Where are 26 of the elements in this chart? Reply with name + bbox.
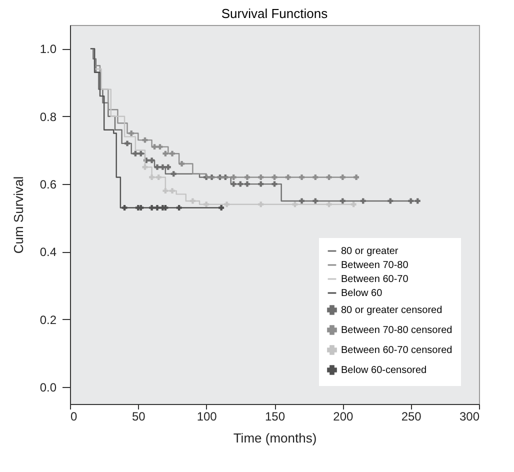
legend-label: Between 60-70 censored <box>341 345 452 356</box>
y-tick-label: 0.2 <box>40 312 57 327</box>
y-axis-title: Cum Survival <box>10 176 26 254</box>
x-tick-label: 200 <box>333 410 354 424</box>
y-tick-label: 1.0 <box>40 42 57 56</box>
point <box>165 164 171 170</box>
x-tick-label: 50 <box>132 410 146 424</box>
legend-label: 80 or greater <box>341 246 399 257</box>
x-tick-label: 100 <box>196 410 218 424</box>
legend-label: Below 60 <box>341 288 383 299</box>
x-axis-title: Time (months) <box>233 430 317 446</box>
y-tick-label: 0.4 <box>40 245 57 260</box>
x-tick-label: 0 <box>70 410 78 424</box>
chart-title: Survival Functions <box>221 6 328 21</box>
x-tick-label: 250 <box>401 410 422 424</box>
y-tick-label: 0.0 <box>40 380 57 395</box>
x-tick-label: 150 <box>264 410 286 424</box>
y-tick-label: 0.8 <box>40 110 57 124</box>
legend-label: Between 70-80 <box>341 260 409 271</box>
legend-label: Between 70-80 censored <box>341 325 452 336</box>
x-tick-label: 300 <box>459 410 480 424</box>
legend-label: Below 60-censored <box>341 365 427 376</box>
point <box>162 150 168 156</box>
legend-label: 80 or greater censored <box>341 305 442 316</box>
legend-label: Between 60-70 <box>341 274 409 285</box>
y-tick-label: 0.6 <box>40 178 57 192</box>
